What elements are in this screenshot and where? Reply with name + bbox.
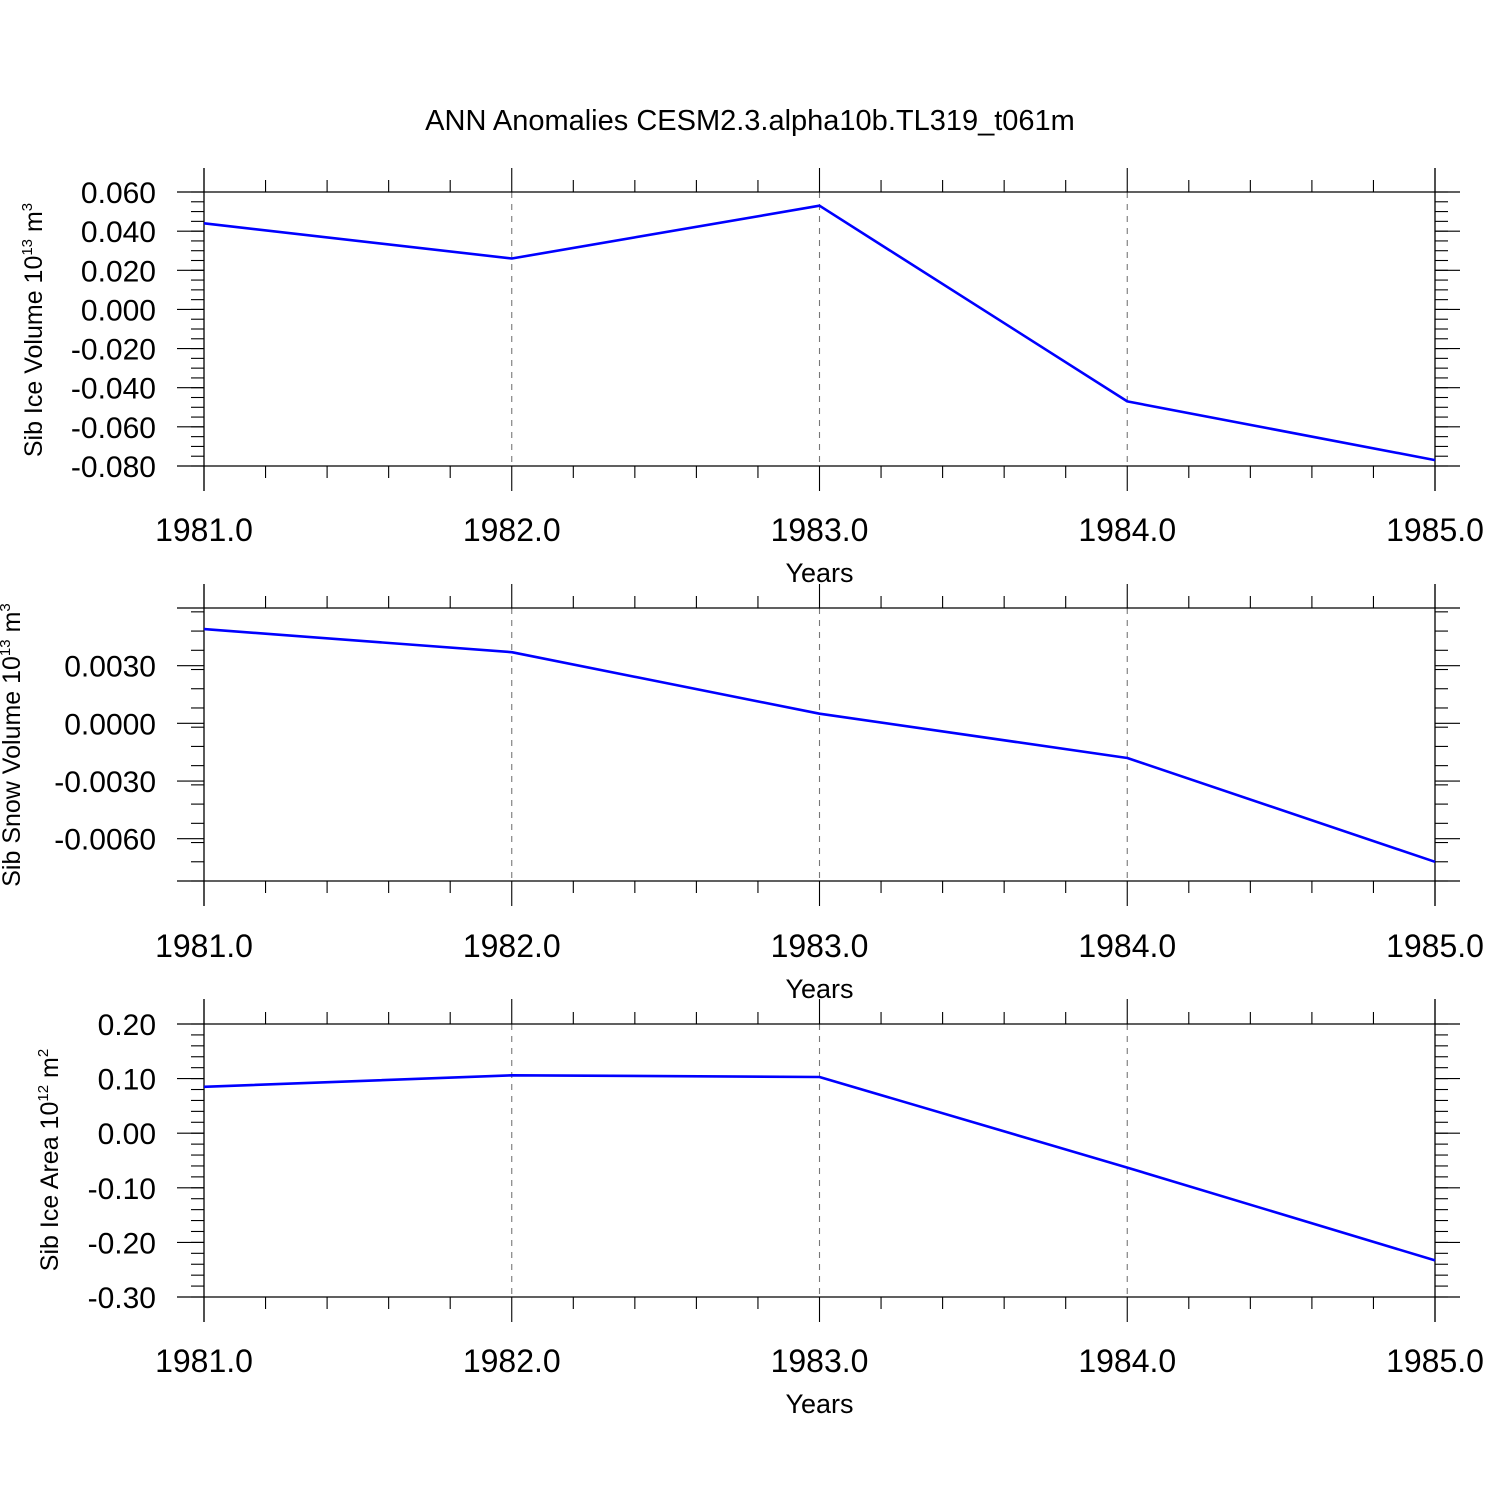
x-tick-label: 1982.0 [463, 928, 561, 964]
y-tick-label: 0.060 [81, 177, 156, 210]
y-tick-label: 0.10 [98, 1064, 156, 1097]
y-axis-label-exponent: 13 [0, 639, 14, 656]
y-axis-label-unit: m [20, 211, 48, 239]
x-tick-label: 1981.0 [155, 512, 253, 548]
data-line [203, 1074, 1436, 1262]
y-axis-label: Sib Snow Volume 1013 m3 [0, 603, 26, 887]
x-tick-label: 1982.0 [463, 512, 561, 548]
y-axis-label-exponent: 13 [19, 239, 36, 256]
y-tick-label: 0.20 [98, 1009, 156, 1042]
x-tick-label: 1983.0 [771, 928, 869, 964]
y-axis-label-text: Sib Ice Volume 10 [20, 256, 48, 458]
y-tick-label: 0.0000 [64, 708, 156, 741]
x-axis-label: Years [785, 1389, 853, 1419]
y-axis-label-unit: m [0, 612, 26, 640]
x-tick-label: 1981.0 [155, 928, 253, 964]
y-axis-label: Sib Ice Area 1012 m2 [35, 1049, 64, 1271]
y-tick-label: 0.000 [81, 294, 156, 327]
y-tick-label: -0.20 [88, 1227, 156, 1260]
y-tick-label: -0.30 [88, 1282, 156, 1315]
x-tick-label: 1984.0 [1078, 1343, 1176, 1379]
y-axis-label-unit-exponent: 2 [35, 1049, 52, 1057]
y-tick-label: 0.00 [98, 1118, 156, 1151]
y-tick-label: -0.10 [88, 1173, 156, 1206]
y-axis-label: Sib Ice Volume 1013 m3 [19, 203, 48, 457]
x-tick-label: 1983.0 [771, 1343, 869, 1379]
y-tick-label: -0.060 [71, 412, 156, 445]
panels: 0.060 0.040 0.020 0.000 -0.020 -0.040 -0.060 -0… [0, 168, 1484, 1419]
x-tick-label: 1981.0 [155, 1343, 253, 1379]
x-tick-label: 1982.0 [463, 1343, 561, 1379]
y-axis-label-unit: m [36, 1057, 64, 1085]
y-tick-label: -0.0060 [54, 824, 156, 857]
y-axis-label-text: Sib Snow Volume 10 [0, 656, 26, 887]
y-tick-label: 0.040 [81, 216, 156, 249]
y-tick-label: -0.020 [71, 334, 156, 367]
x-tick-label: 1983.0 [771, 512, 869, 548]
y-axis-label-text: Sib Ice Area 10 [36, 1102, 64, 1272]
y-tick-label: 0.0030 [64, 651, 156, 684]
panel-2: 0.0030 0.0000 -0.0030 -0.0060 1981.0 1982.0 19… [0, 584, 1484, 1004]
chart-title: ANN Anomalies CESM2.3.alpha10b.TL319_t06… [425, 105, 1075, 137]
y-tick-label: -0.0030 [54, 766, 156, 799]
y-tick-label: 0.020 [81, 255, 156, 288]
x-tick-label: 1985.0 [1386, 928, 1484, 964]
x-tick-label: 1984.0 [1078, 928, 1176, 964]
x-tick-label: 1984.0 [1078, 512, 1176, 548]
y-tick-label: -0.080 [71, 451, 156, 484]
panel-1: 0.060 0.040 0.020 0.000 -0.020 -0.040 -0.060 -0… [19, 168, 1484, 588]
y-tick-label: -0.040 [71, 373, 156, 406]
data-line [203, 627, 1436, 864]
y-axis-label-unit-exponent: 3 [19, 203, 36, 211]
x-tick-label: 1985.0 [1386, 1343, 1484, 1379]
y-axis-label-unit-exponent: 3 [0, 603, 14, 611]
x-axis-label: Years [785, 558, 853, 588]
y-axis-label-exponent: 12 [35, 1085, 52, 1102]
panel-3: 0.20 0.10 0.00 -0.10 -0.20 -0.30 1981.0 1982.0 1… [35, 999, 1484, 1419]
data-line [203, 204, 1436, 462]
x-tick-label: 1985.0 [1386, 512, 1484, 548]
